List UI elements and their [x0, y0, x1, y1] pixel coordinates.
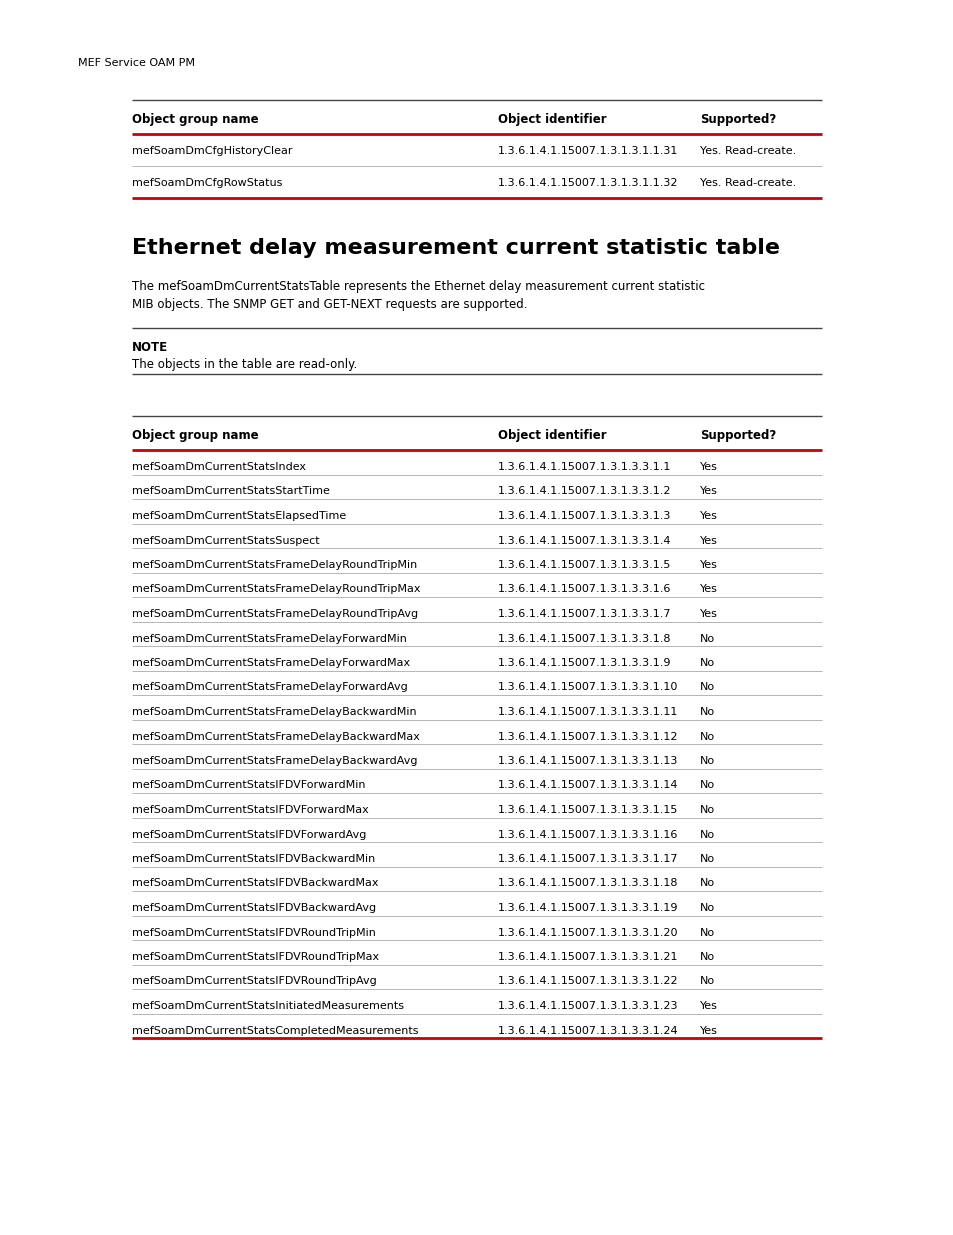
Text: 1.3.6.1.4.1.15007.1.3.1.3.3.1.10: 1.3.6.1.4.1.15007.1.3.1.3.3.1.10	[497, 683, 678, 693]
Text: mefSoamDmCurrentStatsIFDVForwardMax: mefSoamDmCurrentStatsIFDVForwardMax	[132, 805, 369, 815]
Text: The objects in the table are read-only.: The objects in the table are read-only.	[132, 358, 356, 370]
Text: No: No	[700, 977, 715, 987]
Text: mefSoamDmCurrentStatsCompletedMeasurements: mefSoamDmCurrentStatsCompletedMeasuremen…	[132, 1025, 418, 1035]
Text: 1.3.6.1.4.1.15007.1.3.1.3.3.1.3: 1.3.6.1.4.1.15007.1.3.1.3.3.1.3	[497, 511, 671, 521]
Text: mefSoamDmCurrentStatsIFDVRoundTripMin: mefSoamDmCurrentStatsIFDVRoundTripMin	[132, 927, 375, 937]
Text: 1.3.6.1.4.1.15007.1.3.1.3.3.1.16: 1.3.6.1.4.1.15007.1.3.1.3.3.1.16	[497, 830, 678, 840]
Text: 1.3.6.1.4.1.15007.1.3.1.3.3.1.1: 1.3.6.1.4.1.15007.1.3.1.3.3.1.1	[497, 462, 671, 472]
Text: mefSoamDmCfgHistoryClear: mefSoamDmCfgHistoryClear	[132, 146, 293, 156]
Text: 1.3.6.1.4.1.15007.1.3.1.3.1.1.31: 1.3.6.1.4.1.15007.1.3.1.3.1.1.31	[497, 146, 678, 156]
Text: MIB objects. The SNMP GET and GET-NEXT requests are supported.: MIB objects. The SNMP GET and GET-NEXT r…	[132, 298, 527, 311]
Text: 1.3.6.1.4.1.15007.1.3.1.3.3.1.20: 1.3.6.1.4.1.15007.1.3.1.3.3.1.20	[497, 927, 678, 937]
Text: No: No	[700, 634, 715, 643]
Text: mefSoamDmCurrentStatsFrameDelayBackwardAvg: mefSoamDmCurrentStatsFrameDelayBackwardA…	[132, 756, 417, 766]
Text: 1.3.6.1.4.1.15007.1.3.1.3.3.1.14: 1.3.6.1.4.1.15007.1.3.1.3.3.1.14	[497, 781, 678, 790]
Text: No: No	[700, 830, 715, 840]
Text: mefSoamDmCurrentStatsFrameDelayForwardMax: mefSoamDmCurrentStatsFrameDelayForwardMa…	[132, 658, 410, 668]
Text: 1.3.6.1.4.1.15007.1.3.1.3.3.1.2: 1.3.6.1.4.1.15007.1.3.1.3.3.1.2	[497, 487, 671, 496]
Text: No: No	[700, 658, 715, 668]
Text: mefSoamDmCurrentStatsElapsedTime: mefSoamDmCurrentStatsElapsedTime	[132, 511, 346, 521]
Text: Object identifier: Object identifier	[497, 429, 606, 442]
Text: Yes: Yes	[700, 1002, 717, 1011]
Text: Yes: Yes	[700, 487, 717, 496]
Text: Yes: Yes	[700, 462, 717, 472]
Text: mefSoamDmCurrentStatsFrameDelayForwardMin: mefSoamDmCurrentStatsFrameDelayForwardMi…	[132, 634, 406, 643]
Text: mefSoamDmCurrentStatsIFDVBackwardMin: mefSoamDmCurrentStatsIFDVBackwardMin	[132, 853, 375, 864]
Text: Supported?: Supported?	[700, 112, 776, 126]
Text: The mefSoamDmCurrentStatsTable represents the Ethernet delay measurement current: The mefSoamDmCurrentStatsTable represent…	[132, 280, 704, 293]
Text: No: No	[700, 756, 715, 766]
Text: No: No	[700, 683, 715, 693]
Text: 1.3.6.1.4.1.15007.1.3.1.3.3.1.13: 1.3.6.1.4.1.15007.1.3.1.3.3.1.13	[497, 756, 678, 766]
Text: Object group name: Object group name	[132, 112, 258, 126]
Text: Ethernet delay measurement current statistic table: Ethernet delay measurement current stati…	[132, 238, 780, 258]
Text: NOTE: NOTE	[132, 341, 168, 354]
Text: mefSoamDmCfgRowStatus: mefSoamDmCfgRowStatus	[132, 178, 282, 188]
Text: MEF Service OAM PM: MEF Service OAM PM	[78, 58, 194, 68]
Text: No: No	[700, 853, 715, 864]
Text: mefSoamDmCurrentStatsIFDVRoundTripAvg: mefSoamDmCurrentStatsIFDVRoundTripAvg	[132, 977, 376, 987]
Text: 1.3.6.1.4.1.15007.1.3.1.3.3.1.19: 1.3.6.1.4.1.15007.1.3.1.3.3.1.19	[497, 903, 678, 913]
Text: 1.3.6.1.4.1.15007.1.3.1.3.3.1.11: 1.3.6.1.4.1.15007.1.3.1.3.3.1.11	[497, 706, 678, 718]
Text: 1.3.6.1.4.1.15007.1.3.1.3.3.1.17: 1.3.6.1.4.1.15007.1.3.1.3.3.1.17	[497, 853, 678, 864]
Text: 1.3.6.1.4.1.15007.1.3.1.3.3.1.6: 1.3.6.1.4.1.15007.1.3.1.3.3.1.6	[497, 584, 671, 594]
Text: Object identifier: Object identifier	[497, 112, 606, 126]
Text: mefSoamDmCurrentStatsStartTime: mefSoamDmCurrentStatsStartTime	[132, 487, 330, 496]
Text: 1.3.6.1.4.1.15007.1.3.1.3.3.1.12: 1.3.6.1.4.1.15007.1.3.1.3.3.1.12	[497, 731, 678, 741]
Text: 1.3.6.1.4.1.15007.1.3.1.3.3.1.23: 1.3.6.1.4.1.15007.1.3.1.3.3.1.23	[497, 1002, 678, 1011]
Text: No: No	[700, 878, 715, 888]
Text: mefSoamDmCurrentStatsIFDVBackwardMax: mefSoamDmCurrentStatsIFDVBackwardMax	[132, 878, 378, 888]
Text: 1.3.6.1.4.1.15007.1.3.1.3.3.1.9: 1.3.6.1.4.1.15007.1.3.1.3.3.1.9	[497, 658, 671, 668]
Text: No: No	[700, 805, 715, 815]
Text: mefSoamDmCurrentStatsSuspect: mefSoamDmCurrentStatsSuspect	[132, 536, 319, 546]
Text: mefSoamDmCurrentStatsFrameDelayForwardAvg: mefSoamDmCurrentStatsFrameDelayForwardAv…	[132, 683, 407, 693]
Text: Yes: Yes	[700, 584, 717, 594]
Text: 1.3.6.1.4.1.15007.1.3.1.3.3.1.8: 1.3.6.1.4.1.15007.1.3.1.3.3.1.8	[497, 634, 671, 643]
Text: No: No	[700, 903, 715, 913]
Text: No: No	[700, 706, 715, 718]
Text: mefSoamDmCurrentStatsFrameDelayBackwardMax: mefSoamDmCurrentStatsFrameDelayBackwardM…	[132, 731, 419, 741]
Text: 1.3.6.1.4.1.15007.1.3.1.3.3.1.21: 1.3.6.1.4.1.15007.1.3.1.3.3.1.21	[497, 952, 678, 962]
Text: mefSoamDmCurrentStatsIFDVRoundTripMax: mefSoamDmCurrentStatsIFDVRoundTripMax	[132, 952, 378, 962]
Text: mefSoamDmCurrentStatsIndex: mefSoamDmCurrentStatsIndex	[132, 462, 306, 472]
Text: mefSoamDmCurrentStatsIFDVBackwardAvg: mefSoamDmCurrentStatsIFDVBackwardAvg	[132, 903, 375, 913]
Text: No: No	[700, 952, 715, 962]
Text: Supported?: Supported?	[700, 429, 776, 442]
Text: 1.3.6.1.4.1.15007.1.3.1.3.3.1.24: 1.3.6.1.4.1.15007.1.3.1.3.3.1.24	[497, 1025, 678, 1035]
Text: mefSoamDmCurrentStatsFrameDelayRoundTripMax: mefSoamDmCurrentStatsFrameDelayRoundTrip…	[132, 584, 420, 594]
Text: mefSoamDmCurrentStatsIFDVForwardAvg: mefSoamDmCurrentStatsIFDVForwardAvg	[132, 830, 366, 840]
Text: mefSoamDmCurrentStatsFrameDelayBackwardMin: mefSoamDmCurrentStatsFrameDelayBackwardM…	[132, 706, 416, 718]
Text: mefSoamDmCurrentStatsInitiatedMeasurements: mefSoamDmCurrentStatsInitiatedMeasuremen…	[132, 1002, 403, 1011]
Text: 1.3.6.1.4.1.15007.1.3.1.3.1.1.32: 1.3.6.1.4.1.15007.1.3.1.3.1.1.32	[497, 178, 678, 188]
Text: Yes: Yes	[700, 559, 717, 571]
Text: Yes: Yes	[700, 609, 717, 619]
Text: No: No	[700, 927, 715, 937]
Text: 1.3.6.1.4.1.15007.1.3.1.3.3.1.22: 1.3.6.1.4.1.15007.1.3.1.3.3.1.22	[497, 977, 678, 987]
Text: mefSoamDmCurrentStatsIFDVForwardMin: mefSoamDmCurrentStatsIFDVForwardMin	[132, 781, 365, 790]
Text: 1.3.6.1.4.1.15007.1.3.1.3.3.1.7: 1.3.6.1.4.1.15007.1.3.1.3.3.1.7	[497, 609, 671, 619]
Text: Yes. Read-create.: Yes. Read-create.	[700, 178, 796, 188]
Text: 1.3.6.1.4.1.15007.1.3.1.3.3.1.4: 1.3.6.1.4.1.15007.1.3.1.3.3.1.4	[497, 536, 671, 546]
Text: Yes. Read-create.: Yes. Read-create.	[700, 146, 796, 156]
Text: mefSoamDmCurrentStatsFrameDelayRoundTripMin: mefSoamDmCurrentStatsFrameDelayRoundTrip…	[132, 559, 416, 571]
Text: No: No	[700, 781, 715, 790]
Text: Yes: Yes	[700, 511, 717, 521]
Text: Yes: Yes	[700, 1025, 717, 1035]
Text: mefSoamDmCurrentStatsFrameDelayRoundTripAvg: mefSoamDmCurrentStatsFrameDelayRoundTrip…	[132, 609, 417, 619]
Text: 1.3.6.1.4.1.15007.1.3.1.3.3.1.5: 1.3.6.1.4.1.15007.1.3.1.3.3.1.5	[497, 559, 671, 571]
Text: 1.3.6.1.4.1.15007.1.3.1.3.3.1.18: 1.3.6.1.4.1.15007.1.3.1.3.3.1.18	[497, 878, 678, 888]
Text: Yes: Yes	[700, 536, 717, 546]
Text: Object group name: Object group name	[132, 429, 258, 442]
Text: No: No	[700, 731, 715, 741]
Text: 1.3.6.1.4.1.15007.1.3.1.3.3.1.15: 1.3.6.1.4.1.15007.1.3.1.3.3.1.15	[497, 805, 678, 815]
